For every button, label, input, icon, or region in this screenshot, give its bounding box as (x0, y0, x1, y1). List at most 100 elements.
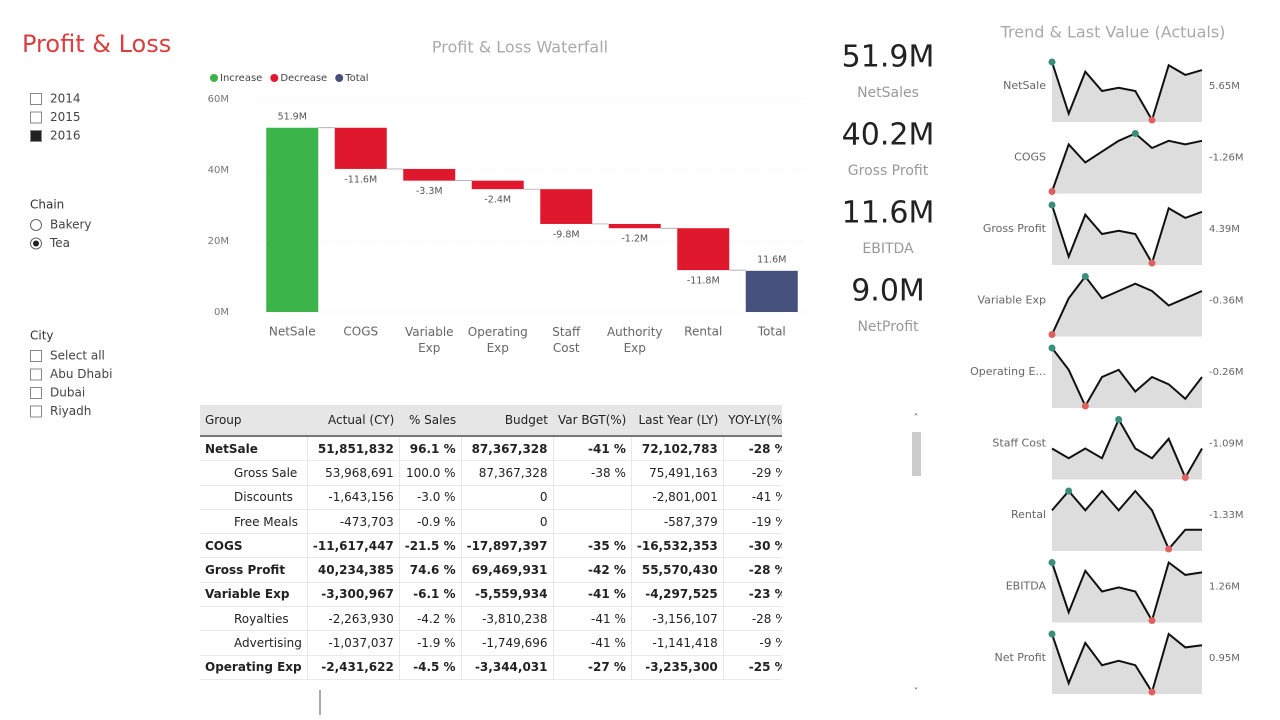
slicer-item[interactable]: Bakery (50, 218, 92, 232)
table-cell: -3,810,238 (461, 606, 554, 632)
high-point (1048, 559, 1056, 566)
table-cell: 0 (461, 509, 554, 535)
last-value: 5.65M (1209, 81, 1240, 92)
table-cell (553, 485, 632, 510)
column-header: Var BGT(%) (553, 405, 632, 437)
slicer-item[interactable]: 2016 (50, 129, 81, 143)
table-cell: -4.2 % (399, 606, 462, 632)
column-header: Group (200, 405, 308, 437)
x-tick-label: Authority Exp (607, 325, 663, 355)
table-row: Discounts -1,643,156 -3.0 % 0 -2,801,001 -41 … (200, 485, 782, 510)
slicer-item[interactable]: Dubai (50, 386, 85, 400)
bar (608, 223, 661, 229)
low-point (1148, 259, 1156, 267)
data-label: -9.8M (553, 229, 580, 240)
table-cell: -3,156,107 (631, 606, 724, 632)
table-cell: 74.6 % (399, 557, 462, 583)
legend-swatch (210, 74, 218, 82)
slicer-item[interactable]: Riyadh (50, 404, 91, 418)
column-header: YOY-LY(%) (723, 405, 782, 437)
table-cell: 72,102,783 (631, 436, 724, 462)
table-cell: -3,300,967 (307, 582, 400, 608)
sparkline-area (1052, 276, 1202, 337)
table-cell: -25 % (723, 655, 782, 680)
table-cell: -41 % (553, 436, 632, 462)
table-cell: Royalties (200, 606, 308, 632)
high-point (1048, 630, 1056, 638)
panel-title: Trend & Last Value (Actuals) (1000, 23, 1226, 42)
table-cell: Variable Exp (200, 582, 308, 608)
sparkline-area (1052, 419, 1202, 480)
table-cell: -17,897,397 (461, 533, 554, 559)
radio[interactable] (30, 219, 42, 231)
table-cell: Discounts (200, 485, 308, 510)
low-point (1048, 331, 1056, 338)
table-cell: -1,141,418 (631, 630, 724, 656)
bar (334, 127, 387, 169)
table-cell: 87,367,328 (461, 436, 554, 462)
table-cell: -1,037,037 (307, 630, 400, 656)
table-cell: 0 (461, 485, 554, 510)
table-cell: -3,235,300 (631, 655, 724, 680)
scroll-up[interactable]: ˄ (914, 412, 919, 424)
data-label: -11.6M (344, 174, 377, 185)
scroll-down[interactable]: ˅ (914, 686, 919, 698)
kpi-value: 9.0M (851, 274, 925, 309)
table-cell: -587,379 (631, 509, 724, 535)
last-value: 1.26M (1209, 582, 1240, 593)
page-title: Profit & Loss (22, 30, 171, 58)
high-point (1115, 416, 1123, 423)
column-header: Last Year (LY) (631, 405, 724, 437)
table-cell: -3,344,031 (461, 655, 554, 680)
slicer-item[interactable]: Abu Dhabi (50, 367, 112, 381)
table-cell: -0.9 % (399, 509, 462, 535)
last-value: 0.95M (1209, 653, 1240, 664)
column-header: Budget (461, 405, 553, 437)
bar (677, 228, 730, 271)
checkbox[interactable] (30, 387, 42, 399)
slicer-item[interactable]: 2015 (50, 110, 81, 124)
x-tick-label: COGS (343, 325, 378, 339)
checkbox[interactable] (30, 405, 42, 418)
data-label: -3.3M (416, 186, 443, 197)
table-cell: -30 % (723, 533, 782, 559)
table-cell: Gross Sale (200, 460, 308, 486)
sparkline-area (1052, 133, 1202, 194)
sparkline (1051, 204, 1203, 266)
sparkline (1051, 417, 1203, 480)
high-point (1131, 130, 1139, 137)
table-cell: -41 % (553, 606, 632, 632)
low-point (1165, 545, 1173, 553)
checkbox[interactable] (30, 130, 42, 142)
high-point (1081, 273, 1089, 280)
checkbox[interactable] (30, 111, 42, 124)
data-label: -11.8M (687, 276, 720, 287)
bar (471, 180, 524, 190)
sparkline-title: Operating E... (970, 365, 1046, 378)
radio-dot (33, 240, 39, 247)
high-point (1048, 344, 1056, 352)
sparkline (1051, 489, 1202, 551)
slicer-item[interactable]: Tea (49, 236, 70, 250)
last-value: 4.39M (1209, 224, 1240, 235)
table-cell: 75,491,163 (631, 460, 724, 486)
data-label: -2.4M (484, 195, 511, 206)
chart-title: Profit & Loss Waterfall (432, 38, 608, 57)
checkbox[interactable] (30, 93, 42, 105)
scrollbar-thumb[interactable] (912, 432, 921, 476)
table-cell: 51,851,832 (307, 436, 400, 462)
low-point (1148, 617, 1156, 624)
table-cell (553, 509, 632, 535)
x-tick-label: Rental (684, 325, 722, 339)
checkbox[interactable] (30, 350, 42, 362)
sparkline-title: Rental (1011, 508, 1046, 521)
slicer-item[interactable]: Select all (50, 349, 105, 363)
checkbox[interactable] (30, 368, 42, 381)
table-cell: -28 % (723, 436, 782, 462)
pl-table: Group Actual (CY)% Sales Budget Var BGT(%) L… (200, 405, 782, 680)
slicer-item[interactable]: 2014 (50, 92, 81, 106)
high-point (1048, 58, 1056, 66)
slicer-title: City (30, 329, 54, 343)
table-row: Free Meals-473,703-0.9 %0 -587,379-19 % (200, 509, 782, 535)
